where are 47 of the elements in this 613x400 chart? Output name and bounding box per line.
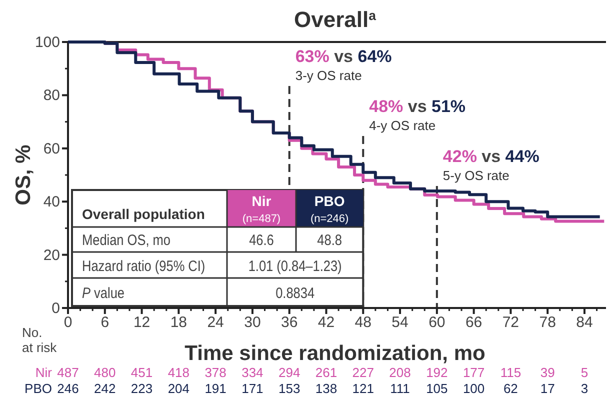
ref-line-label: 3-y OS rate	[295, 68, 362, 83]
y-tick-label: 100	[34, 34, 60, 51]
annotation: (n=246)	[310, 213, 349, 225]
annotation: (n=487)	[242, 213, 281, 225]
y-tick-label: 80	[43, 87, 60, 104]
ref-line-label: 5-y OS rate	[442, 168, 510, 183]
x-tick-label: 72	[502, 314, 520, 331]
x-tick-label: 78	[539, 314, 556, 331]
x-tick-label: 36	[281, 314, 298, 331]
x-tick-label: 48	[354, 314, 372, 331]
x-tick-label: 54	[392, 314, 408, 331]
annotation: 48.8	[317, 230, 342, 248]
y-tick-label: 60	[43, 140, 60, 158]
x-tick-label: 60	[428, 314, 446, 331]
annotation: 48% vs 51%	[369, 97, 466, 116]
text: Nir	[35, 365, 52, 380]
x-axis-title: Time since randomization, mo	[184, 342, 486, 365]
x-tick-label: 84	[576, 314, 593, 331]
series-label: PBO	[314, 193, 345, 209]
x-tick-label: 6	[100, 314, 110, 331]
annotation: 1.01 (0.84–1.23)	[248, 256, 342, 274]
text: PBO	[24, 381, 52, 396]
chart-title: Overall$^{a}$	[294, 7, 377, 32]
x-tick-label: 30	[244, 314, 261, 331]
x-tick-label: 42	[318, 314, 335, 331]
y-axis-title: OS, %	[12, 144, 35, 206]
text: 487 480 451 418 378 334 294 261 227 208 192 177 115 39 5	[57, 365, 588, 380]
annotation: 42% vs 44%	[442, 147, 540, 166]
annotation: 0.8834	[276, 284, 315, 302]
text: 246 242 223 204 191 171 153 138 121 111 105 100 62 17 3	[57, 381, 588, 396]
text: Nir	[252, 193, 272, 209]
annotation: P value	[82, 284, 125, 302]
annotation: 46.6	[249, 230, 274, 248]
x-tick-label: 24	[207, 314, 224, 331]
annotation: 63% vs 64%	[295, 47, 392, 66]
x-tick-label: 0	[64, 314, 72, 331]
annotation: Median OS, mo	[82, 230, 171, 248]
x-tick-label: 12	[133, 314, 150, 331]
y-tick-label: 20	[43, 246, 60, 264]
x-tick-label: 18	[170, 314, 188, 331]
y-tick-label: 40	[43, 194, 60, 211]
x-tick-label: 66	[465, 314, 482, 331]
ref-line-label: 4-y OS rate	[369, 118, 436, 133]
y-tick-label: 0	[52, 300, 60, 317]
text: No. at risk	[22, 325, 58, 355]
annotation: Hazard ratio (95% CI)	[82, 256, 206, 274]
annotation: Overall population	[82, 206, 205, 222]
